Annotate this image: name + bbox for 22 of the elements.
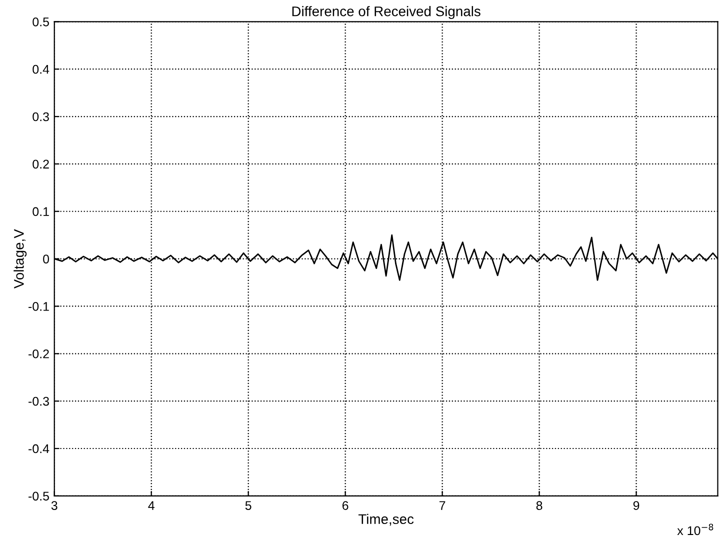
y-tick-label: -0.5 <box>28 492 49 501</box>
x-tick-label: 9 <box>633 501 640 510</box>
chart-title: Difference of Received Signals <box>292 6 480 20</box>
y-tick-label: 0.2 <box>32 160 49 169</box>
y-tick-label: 0.5 <box>32 17 49 26</box>
y-tick-label: 0.3 <box>32 112 49 122</box>
y-tick-label: 0.1 <box>32 207 49 216</box>
text: x 10$^{−8}$ <box>677 524 714 536</box>
y-tick-label: -0.1 <box>28 302 49 311</box>
x-axis-title: Time,sec <box>358 514 414 526</box>
y-tick-label: -0.3 <box>28 396 49 406</box>
y-tick-label: 0 <box>43 254 50 264</box>
x-tick-label: 8 <box>536 501 542 510</box>
x-tick-label: 4 <box>148 501 154 510</box>
x-tick-label: 3 <box>51 501 58 510</box>
x-tick-label: 6 <box>342 501 348 510</box>
y-tick-label: -0.2 <box>28 349 49 358</box>
x-tick-label: 5 <box>245 501 252 510</box>
y-axis-title: Voltage,V <box>14 229 27 288</box>
y-tick-label: -0.4 <box>28 444 50 454</box>
y-tick-label: 0.4 <box>32 64 50 74</box>
x-tick-label: 7 <box>439 501 446 510</box>
